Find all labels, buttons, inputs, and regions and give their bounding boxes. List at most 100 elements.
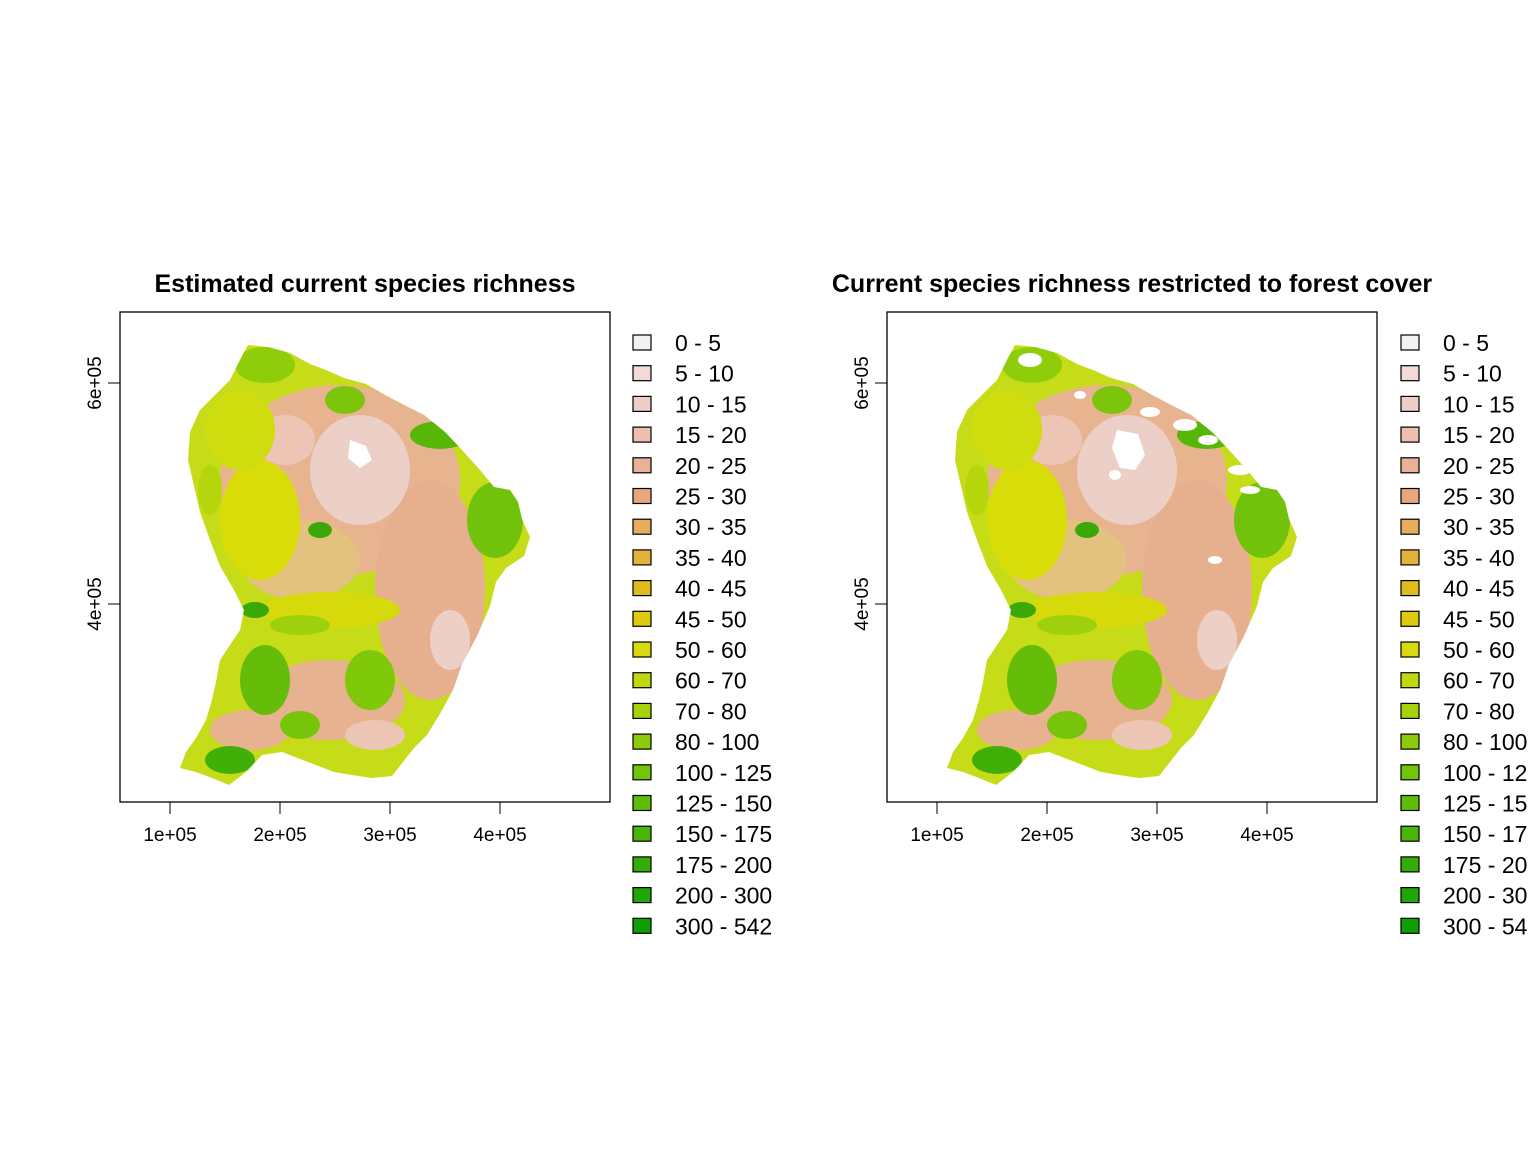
legend-label: 30 - 35 — [1443, 514, 1515, 540]
legend-label: 125 - 150 — [675, 791, 772, 817]
panel-1-raster-map — [180, 345, 530, 785]
legend-swatch — [632, 733, 652, 750]
panel-2-raster-map — [947, 345, 1297, 785]
legend-label: 175 - 20 — [1443, 852, 1527, 878]
panel-2-y-axis — [875, 382, 887, 605]
legend-label: 10 - 15 — [675, 391, 747, 417]
panel-1-plot-frame — [119, 311, 611, 803]
legend-swatch — [632, 886, 652, 904]
legend-label: 60 - 70 — [675, 668, 747, 694]
legend-label: 5 - 10 — [1443, 361, 1502, 387]
panel-1-x-axis — [169, 802, 501, 814]
legend-label: 70 - 80 — [1443, 698, 1515, 724]
legend-label: 50 - 60 — [675, 637, 747, 663]
legend-swatch — [632, 549, 652, 566]
legend-swatch — [632, 702, 652, 720]
legend-swatch — [632, 917, 652, 934]
legend-swatch — [632, 672, 652, 689]
panel-2-y-tick-label: 6e+05 — [852, 356, 873, 409]
legend-label: 100 - 12 — [1443, 760, 1527, 786]
panel-1-legend: 0 - 5 5 - 10 10 - 15 15 - 20 20 - 25 25 - 30 3… — [632, 330, 772, 939]
legend-swatch — [632, 334, 652, 351]
legend-swatch — [1400, 917, 1420, 934]
legend-swatch — [1400, 610, 1420, 627]
legend-label: 20 - 25 — [1443, 453, 1515, 479]
legend-swatch — [632, 610, 652, 627]
panel-1-y-tick-label: 4e+05 — [85, 577, 106, 630]
panel-2-x-tick-label: 2e+05 — [1020, 825, 1073, 846]
legend-swatch — [1400, 886, 1420, 904]
legend-swatch — [632, 518, 652, 535]
legend-swatch — [1400, 764, 1420, 781]
legend-label: 150 - 17 — [1443, 821, 1527, 847]
legend-swatch — [1400, 733, 1420, 750]
panel-1-x-tick-label: 4e+05 — [473, 825, 526, 846]
legend-swatch — [632, 641, 652, 658]
panel-2-x-tick-label: 3e+05 — [1130, 825, 1183, 846]
legend-label: 50 - 60 — [1443, 637, 1515, 663]
legend-label: 0 - 5 — [1443, 330, 1489, 356]
legend-label: 70 - 80 — [675, 698, 747, 724]
panel-2-plot-frame — [886, 311, 1378, 803]
panel-1: Estimated current species richness 1e+05… — [85, 270, 772, 939]
legend-swatch — [632, 579, 652, 597]
legend-swatch — [1400, 365, 1420, 382]
panel-2-title: Current species richness restricted to f… — [832, 270, 1433, 298]
legend-swatch — [1400, 825, 1420, 842]
legend-swatch — [1400, 518, 1420, 535]
legend-label: 45 - 50 — [1443, 606, 1515, 632]
legend-swatch — [1400, 672, 1420, 689]
legend-label: 35 - 40 — [675, 545, 747, 571]
legend-label: 175 - 200 — [675, 852, 772, 878]
legend-label: 30 - 35 — [675, 514, 747, 540]
legend-label: 40 - 45 — [675, 576, 747, 602]
legend-swatch — [1400, 856, 1420, 873]
legend-label: 60 - 70 — [1443, 668, 1515, 694]
legend-swatch — [632, 487, 652, 505]
panel-2-x-axis — [936, 802, 1268, 814]
legend-swatch — [1400, 334, 1420, 351]
legend-swatch — [632, 426, 652, 443]
legend-swatch — [1400, 457, 1420, 474]
legend-label: 0 - 5 — [675, 330, 721, 356]
panel-1-y-tick-label: 6e+05 — [85, 356, 106, 409]
panel-1-y-axis — [108, 382, 120, 605]
legend-swatch — [632, 794, 652, 812]
legend-label: 10 - 15 — [1443, 391, 1515, 417]
panel-2-y-tick-label: 4e+05 — [852, 577, 873, 630]
legend-swatch — [1400, 426, 1420, 443]
legend-swatch — [1400, 702, 1420, 720]
legend-swatch — [632, 395, 652, 412]
panel-2: Current species richness restricted to f… — [832, 270, 1528, 939]
legend-swatch — [1400, 579, 1420, 597]
legend-label: 80 - 100 — [675, 729, 759, 755]
legend-label: 35 - 40 — [1443, 545, 1515, 571]
legend-label: 200 - 30 — [1443, 883, 1527, 909]
legend-label: 80 - 100 — [1443, 729, 1527, 755]
legend-label: 25 - 30 — [1443, 484, 1515, 510]
legend-swatch — [1400, 395, 1420, 412]
legend-swatch — [632, 825, 652, 842]
legend-label: 15 - 20 — [1443, 422, 1515, 448]
legend-swatch — [632, 365, 652, 382]
panel-1-x-tick-label: 2e+05 — [253, 825, 306, 846]
panel-2-x-tick-label: 1e+05 — [910, 825, 963, 846]
legend-swatch — [1400, 549, 1420, 566]
panel-2-x-tick-label: 4e+05 — [1240, 825, 1293, 846]
legend-label: 100 - 125 — [675, 760, 772, 786]
legend-label: 125 - 15 — [1443, 791, 1527, 817]
legend-label: 45 - 50 — [675, 606, 747, 632]
legend-swatch — [1400, 487, 1420, 505]
legend-swatch — [632, 856, 652, 873]
legend-swatch — [632, 457, 652, 474]
legend-label: 200 - 300 — [675, 883, 772, 909]
panel-2-legend: 0 - 5 5 - 10 10 - 15 15 - 20 20 - 25 25 - 30 3… — [1400, 330, 1528, 939]
legend-label: 300 - 54 — [1443, 913, 1528, 939]
legend-label: 5 - 10 — [675, 361, 734, 387]
legend-label: 25 - 30 — [675, 484, 747, 510]
panel-1-x-tick-label: 3e+05 — [363, 825, 416, 846]
legend-label: 40 - 45 — [1443, 576, 1515, 602]
legend-label: 300 - 542 — [675, 913, 772, 939]
legend-label: 150 - 175 — [675, 821, 772, 847]
